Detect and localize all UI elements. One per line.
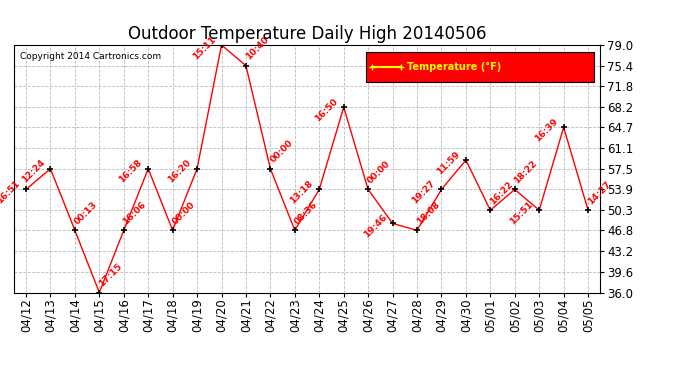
Text: 18:22: 18:22 xyxy=(513,159,539,185)
Text: 12:24: 12:24 xyxy=(19,158,46,185)
Text: 00:00: 00:00 xyxy=(366,159,392,185)
Text: 17:15: 17:15 xyxy=(97,262,124,288)
Text: 19:27: 19:27 xyxy=(411,179,437,206)
Text: 19:46: 19:46 xyxy=(362,213,388,240)
Title: Outdoor Temperature Daily High 20140506: Outdoor Temperature Daily High 20140506 xyxy=(128,26,486,44)
Text: 16:51: 16:51 xyxy=(0,179,22,206)
Text: 14:27: 14:27 xyxy=(586,179,613,206)
Text: 11:59: 11:59 xyxy=(435,150,462,176)
Text: 08:36: 08:36 xyxy=(293,200,319,226)
FancyBboxPatch shape xyxy=(366,53,594,82)
Text: 00:00: 00:00 xyxy=(170,200,197,226)
Text: 13:18: 13:18 xyxy=(288,179,315,206)
Text: 16:20: 16:20 xyxy=(166,158,193,185)
Text: 10:40: 10:40 xyxy=(244,35,270,62)
Text: Temperature (°F): Temperature (°F) xyxy=(407,62,501,72)
Text: 18:08: 18:08 xyxy=(415,200,442,226)
Text: 16:50: 16:50 xyxy=(313,97,339,123)
Text: 00:13: 00:13 xyxy=(72,200,99,226)
Text: Copyright 2014 Cartronics.com: Copyright 2014 Cartronics.com xyxy=(19,53,161,62)
Text: 16:06: 16:06 xyxy=(121,200,148,226)
Text: 16:58: 16:58 xyxy=(117,158,144,185)
Text: 15:11: 15:11 xyxy=(190,34,217,61)
Text: 15:51: 15:51 xyxy=(509,200,535,226)
Text: 16:22: 16:22 xyxy=(488,179,515,206)
Text: 00:00: 00:00 xyxy=(268,138,295,165)
Text: 16:39: 16:39 xyxy=(533,117,560,144)
